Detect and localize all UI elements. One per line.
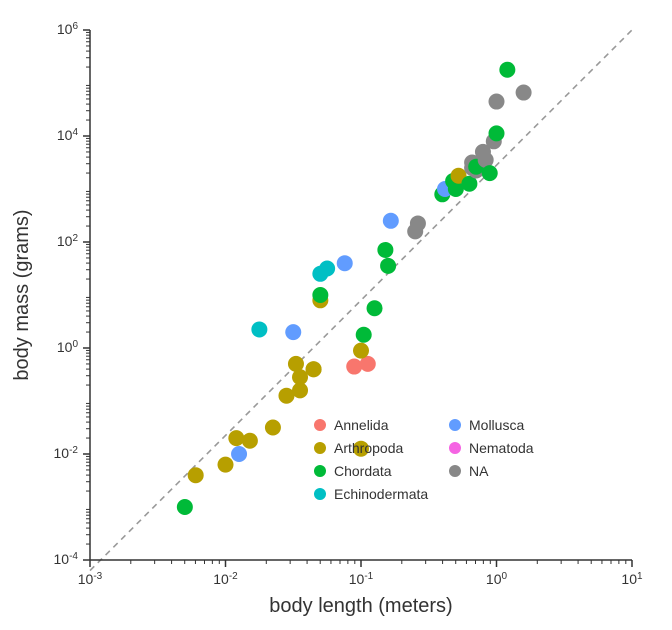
data-point	[489, 94, 505, 110]
data-point	[346, 359, 362, 375]
data-point	[288, 356, 304, 372]
legend-label: Chordata	[334, 463, 392, 479]
y-axis-label: body mass (grams)	[11, 209, 33, 380]
legend-swatch	[314, 465, 326, 477]
data-point	[285, 324, 301, 340]
data-point	[356, 327, 372, 343]
data-point	[489, 125, 505, 141]
data-point	[353, 343, 369, 359]
data-point	[516, 85, 532, 101]
legend-label: Echinodermata	[334, 486, 428, 502]
data-point	[231, 446, 247, 462]
legend-swatch	[449, 465, 461, 477]
legend-swatch	[449, 419, 461, 431]
data-point	[251, 321, 267, 337]
data-point	[380, 258, 396, 274]
data-point	[337, 255, 353, 271]
data-point	[499, 62, 515, 78]
data-point	[319, 261, 335, 277]
legend-label: Arthropoda	[334, 440, 403, 456]
data-point	[367, 300, 383, 316]
data-point	[177, 499, 193, 515]
legend-swatch	[314, 442, 326, 454]
data-point	[482, 165, 498, 181]
legend-label: Nematoda	[469, 440, 534, 456]
legend-swatch	[449, 442, 461, 454]
data-point	[228, 430, 244, 446]
x-axis-label: body length (meters)	[269, 595, 452, 617]
data-point	[410, 215, 426, 231]
data-point	[383, 213, 399, 229]
data-point	[242, 433, 258, 449]
data-point	[377, 242, 393, 258]
data-point	[218, 457, 234, 473]
legend-label: NA	[469, 463, 489, 479]
legend-swatch	[314, 419, 326, 431]
scatter-chart: 10-310-210-110010110-410-2100102104106bo…	[0, 0, 672, 630]
chart-container: 10-310-210-110010110-410-2100102104106bo…	[0, 0, 672, 630]
data-point	[312, 287, 328, 303]
legend-swatch	[314, 488, 326, 500]
legend-label: Annelida	[334, 417, 389, 433]
data-point	[306, 361, 322, 377]
data-point	[265, 420, 281, 436]
legend-label: Mollusca	[469, 417, 524, 433]
data-point	[188, 467, 204, 483]
